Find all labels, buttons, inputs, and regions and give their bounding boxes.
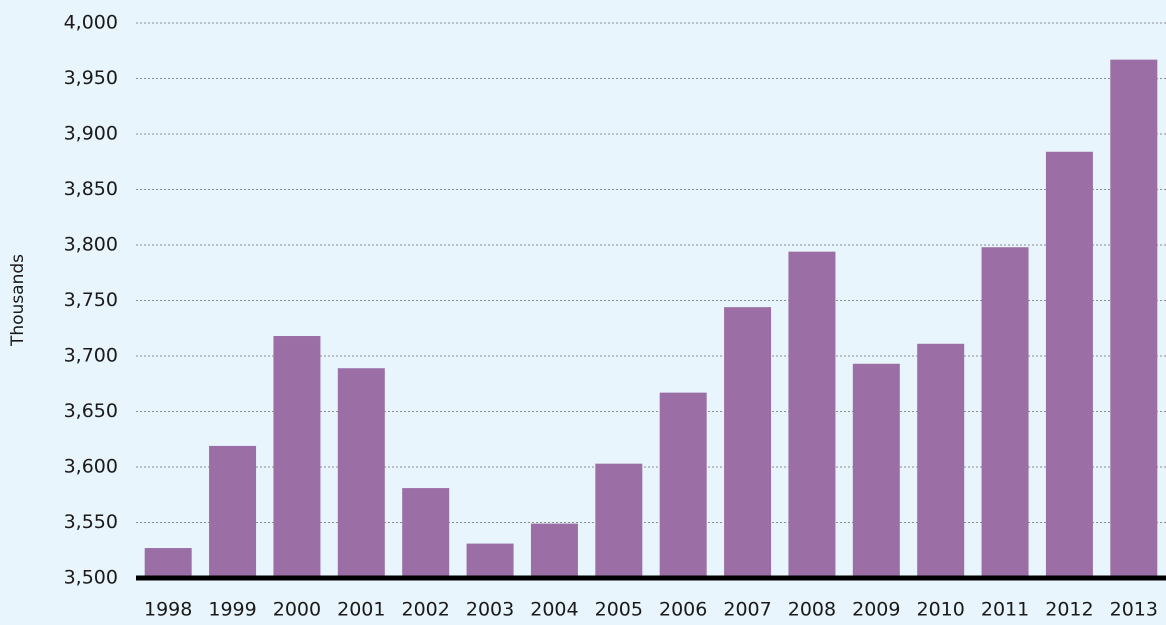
y-tick-label: 3,950 [64,67,118,89]
x-tick-label: 2007 [723,599,771,621]
y-tick-label: 4,000 [64,12,118,34]
bar [402,488,450,578]
x-tick-label: 2005 [595,599,643,621]
x-tick-label: 2004 [530,599,578,621]
bar [209,445,257,578]
y-tick-label: 3,750 [64,289,118,311]
bar [917,343,965,578]
x-tick-label: 2013 [1110,599,1158,621]
y-tick-label: 3,650 [64,400,118,422]
x-tick-label: 2001 [337,599,385,621]
bar [724,307,772,578]
y-tick-label: 3,800 [64,234,118,256]
x-tick-label: 2009 [852,599,900,621]
bar [1045,151,1093,578]
bar [659,392,707,578]
bar [1110,59,1158,578]
bar [466,543,514,578]
x-tick-label: 2011 [981,599,1029,621]
y-tick-label: 3,700 [64,345,118,367]
bar [852,363,900,578]
bar [595,463,643,578]
bar [981,247,1029,578]
y-tick-label: 3,850 [64,178,118,200]
bar [337,368,385,578]
x-tick-label: 1999 [208,599,256,621]
y-tick-label: 3,600 [64,456,118,478]
y-tick-label: 3,550 [64,511,118,533]
y-axis-label: Thousands [8,254,28,347]
x-tick-label: 2010 [917,599,965,621]
y-tick-label: 3,900 [64,123,118,145]
bar [273,336,321,578]
x-tick-label: 2006 [659,599,707,621]
x-tick-label: 2008 [788,599,836,621]
x-tick-label: 2002 [402,599,450,621]
x-tick-label: 2012 [1045,599,1093,621]
bar [530,523,578,578]
bar [788,251,836,578]
bar [144,548,192,578]
x-tick-label: 1998 [144,599,192,621]
y-tick-label: 3,500 [64,567,118,589]
x-tick-label: 2003 [466,599,514,621]
x-tick-label: 2000 [273,599,321,621]
